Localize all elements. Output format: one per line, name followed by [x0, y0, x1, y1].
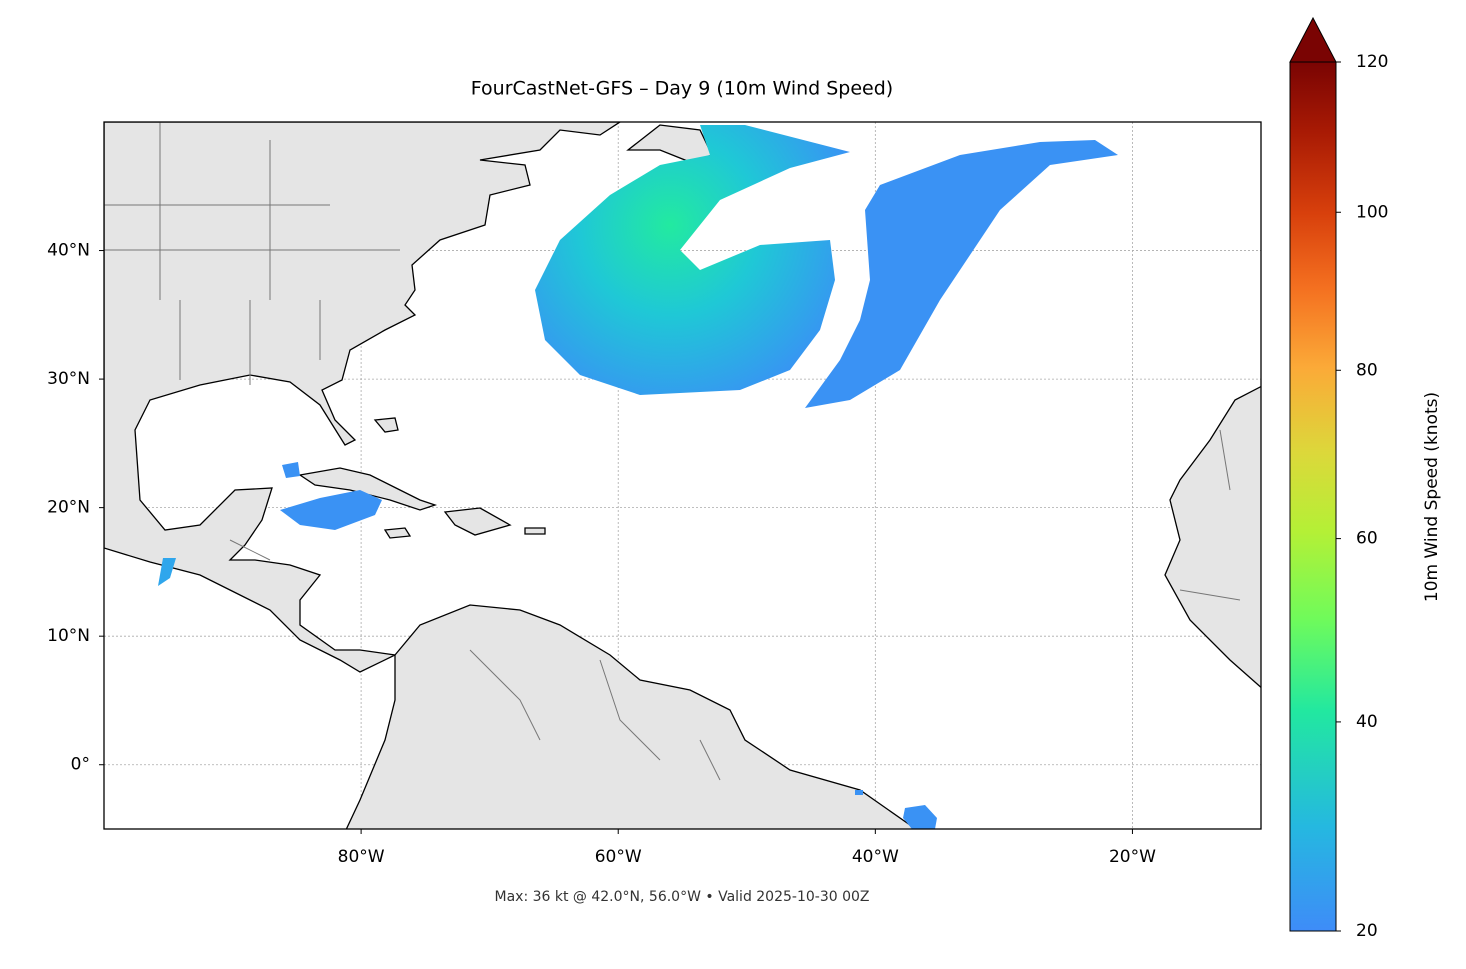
colorbar-tick-label: 40 — [1356, 712, 1378, 732]
north-america — [104, 122, 622, 673]
colorbar-tick-label: 20 — [1356, 921, 1378, 941]
y-tick-label: 40°N — [47, 241, 90, 261]
jamaica — [383, 527, 412, 539]
map-area — [104, 122, 1261, 829]
colorbar-tick-label: 80 — [1356, 360, 1378, 380]
map-frame — [103, 121, 1262, 830]
colorbar-bar — [1289, 61, 1337, 932]
colorbar-label: 10m Wind Speed (knots) — [1422, 392, 1442, 602]
colorbar: 10m Wind Speed (knots) 20 40 60 80 100 120 — [1289, 16, 1442, 941]
wind-swath — [282, 462, 300, 478]
colorbar-tick-label: 60 — [1356, 529, 1378, 549]
bahamas — [373, 417, 399, 433]
x-tick-label: 20°W — [1109, 847, 1156, 867]
borders — [104, 122, 1241, 781]
map-title: FourCastNet-GFS – Day 9 (10m Wind Speed) — [471, 78, 893, 100]
y-tick-label: 20°N — [47, 498, 90, 518]
y-tick-label: 0° — [71, 755, 90, 775]
wind-swath — [280, 490, 382, 530]
y-tick-label: 30°N — [47, 369, 90, 389]
puerto-rico — [524, 527, 546, 535]
hispaniola — [443, 507, 512, 536]
wind-swath — [855, 790, 863, 795]
south-america — [345, 604, 914, 829]
wind-field — [158, 125, 1118, 829]
cuba — [298, 467, 438, 511]
x-tick-label: 80°W — [338, 847, 385, 867]
x-tick-label: 60°W — [595, 847, 642, 867]
africa — [1164, 385, 1261, 689]
land — [104, 122, 1261, 829]
wind-swath — [903, 805, 937, 829]
wind-swath — [805, 140, 1118, 408]
map-note: Max: 36 kt @ 42.0°N, 56.0°W • Valid 2025… — [495, 889, 870, 905]
y-tick-label: 10°N — [47, 626, 90, 646]
axis-ticks: 80°W 60°W 40°W 20°W 0° 10°N 20°N 30°N 40°N — [47, 241, 1156, 867]
colorbar-tick-label: 120 — [1356, 52, 1388, 72]
colorbar-ticks: 20 40 60 80 100 120 — [1336, 52, 1388, 941]
colorbar-tick-label: 100 — [1356, 202, 1388, 222]
wind-swath — [535, 125, 850, 395]
wind-swath — [158, 558, 176, 586]
x-tick-label: 40°W — [852, 847, 899, 867]
colorbar-extend — [1289, 16, 1337, 63]
